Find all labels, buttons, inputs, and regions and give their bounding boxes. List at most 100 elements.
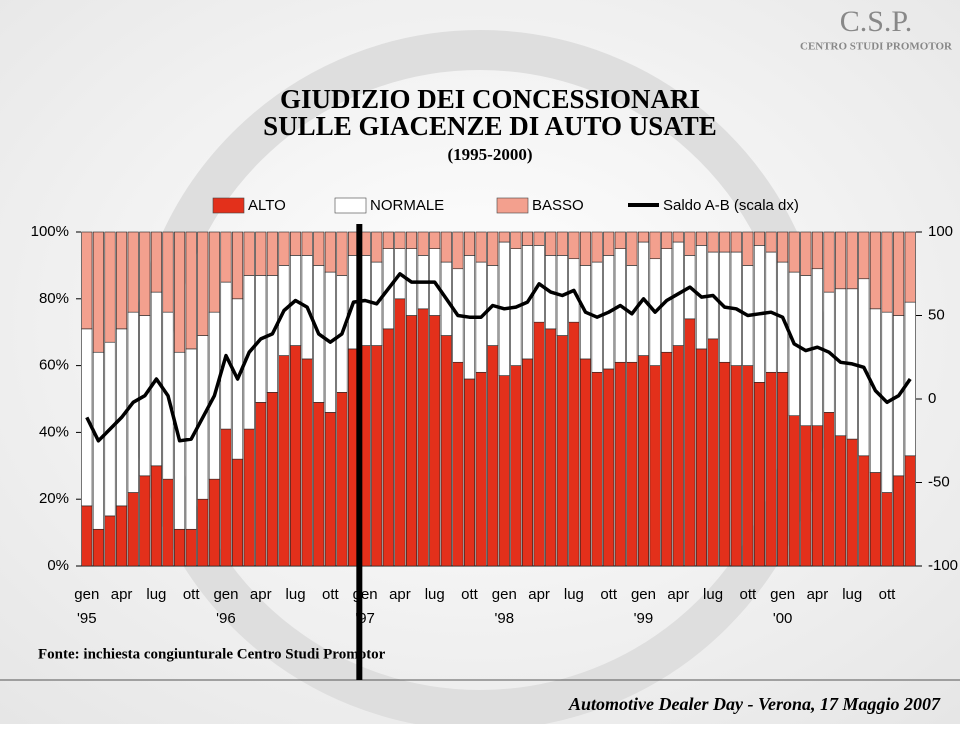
bar-segment xyxy=(162,478,174,567)
title: GIUDIZIO DEI CONCESSIONARI xyxy=(280,84,700,114)
bar-segment xyxy=(220,428,232,567)
bar-segment xyxy=(695,231,707,246)
bar-segment xyxy=(684,318,696,567)
bar-segment xyxy=(382,231,394,250)
y2-tick-label: 100 xyxy=(928,223,953,240)
bar-segment xyxy=(429,231,441,250)
bar-segment xyxy=(626,231,638,266)
bar-segment xyxy=(185,528,197,567)
bar-segment xyxy=(452,361,464,567)
bar-segment xyxy=(278,231,290,266)
bar-segment xyxy=(487,345,499,567)
y2-tick-label: 50 xyxy=(928,306,945,323)
bar-segment xyxy=(255,402,267,567)
bar-segment xyxy=(313,231,325,266)
bar-segment xyxy=(150,465,162,567)
x-tick-label: gen xyxy=(74,586,99,603)
bar-segment xyxy=(556,335,568,567)
bar-segment xyxy=(788,415,800,567)
bar-segment xyxy=(649,365,661,567)
bar-segment xyxy=(92,528,104,567)
bar-segment xyxy=(150,231,162,293)
bar-segment xyxy=(81,505,93,567)
bar-segment xyxy=(116,231,128,330)
x-tick-label: apr xyxy=(667,586,689,603)
bar-segment xyxy=(162,231,174,313)
bar-segment xyxy=(707,338,719,567)
y-tick-label: 60% xyxy=(39,357,69,374)
x-tick-label: apr xyxy=(807,586,829,603)
y-tick-label: 0% xyxy=(47,557,69,574)
title: SULLE GIACENZE DI AUTO USATE xyxy=(263,111,717,141)
bar-segment xyxy=(208,478,220,567)
bar-segment xyxy=(753,231,765,246)
bar-segment xyxy=(336,231,348,276)
bar-segment xyxy=(394,298,406,567)
bar-segment xyxy=(243,428,255,567)
plot-area: 0% 20% 40% 60% 80% 100% -100 -50 0 50 100 gen '95 apr… xyxy=(31,197,958,680)
bar-segment xyxy=(881,231,893,313)
bar-segment xyxy=(301,231,313,256)
bar-segment xyxy=(533,231,545,246)
bar-segment xyxy=(139,475,151,567)
bar-segment xyxy=(417,308,429,567)
bar-segment xyxy=(510,365,522,567)
bar-segment xyxy=(487,231,499,266)
bar-segment xyxy=(672,231,684,243)
bar-segment xyxy=(614,231,626,250)
bar-segment xyxy=(429,315,441,567)
bar-segment xyxy=(475,371,487,567)
bar-segment xyxy=(452,231,464,270)
bar-segment xyxy=(626,361,638,567)
bar-segment xyxy=(695,348,707,567)
bar-segment xyxy=(811,425,823,567)
bar-segment xyxy=(835,435,847,567)
bar-segment xyxy=(371,231,383,263)
bar-segment xyxy=(545,328,557,567)
bar-segment xyxy=(568,231,580,260)
bar-segment xyxy=(568,321,580,567)
y-tick-label: 100% xyxy=(31,223,69,240)
bar-segment xyxy=(81,328,93,507)
bar-segment xyxy=(116,505,128,567)
x-year-label: '96 xyxy=(216,610,236,627)
bar-segment xyxy=(661,231,673,250)
bar-segment xyxy=(533,321,545,567)
bar-segment xyxy=(777,371,789,567)
x-tick-label: gen xyxy=(492,586,517,603)
bar-segment xyxy=(139,231,151,316)
bar-segment xyxy=(904,301,916,457)
x-tick-label: lug xyxy=(425,586,445,603)
legend-label: ALTO xyxy=(248,197,286,214)
bar-segment xyxy=(591,231,603,263)
bar-segment xyxy=(672,345,684,567)
bar-segment xyxy=(765,231,777,253)
x-tick-label: ott xyxy=(879,586,897,603)
source: Fonte: inchiesta congiunturale Centro St… xyxy=(38,646,386,662)
bar-segment xyxy=(881,492,893,567)
bar-segment xyxy=(579,231,591,266)
bar-segment xyxy=(406,231,418,250)
bar-segment xyxy=(788,231,800,273)
y2-tick-label: -50 xyxy=(928,473,950,490)
bar-segment xyxy=(104,231,116,343)
bar-segment xyxy=(579,358,591,567)
x-year-label: '99 xyxy=(634,610,654,627)
bar-segment xyxy=(730,231,742,253)
bar-segment xyxy=(266,231,278,276)
bar-segment xyxy=(684,231,696,256)
bar-segment xyxy=(591,371,603,567)
x-tick-label: apr xyxy=(111,586,133,603)
bar-segment xyxy=(290,345,302,567)
legend-swatch xyxy=(496,197,529,214)
bar-segment xyxy=(394,231,406,250)
legend-label: NORMALE xyxy=(370,197,444,214)
bar-segment xyxy=(800,231,812,276)
y-tick-label: 20% xyxy=(39,490,69,507)
bar-segment xyxy=(753,381,765,567)
bar-segment xyxy=(255,231,267,276)
bar-segment xyxy=(521,358,534,567)
legend-swatch xyxy=(334,197,367,214)
saldo-line xyxy=(85,272,912,443)
bar-segment xyxy=(858,455,870,567)
